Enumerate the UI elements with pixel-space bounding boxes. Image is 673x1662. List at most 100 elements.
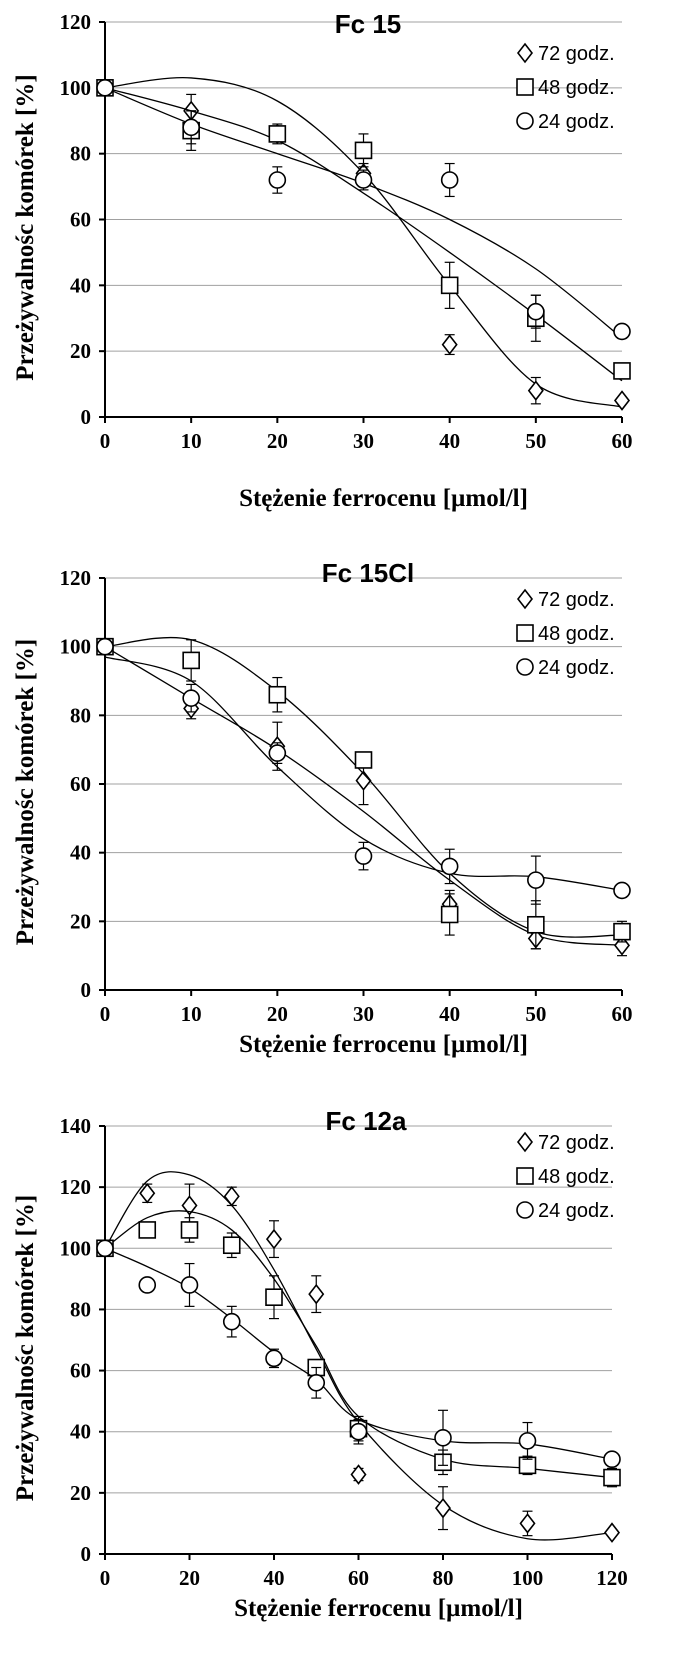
x-tick-label: 120 [596,1566,628,1590]
data-point [613,322,631,341]
data-point [613,881,631,900]
y-tick-label: 60 [70,772,91,796]
legend-label: 48 godz. [538,623,615,645]
data-point [354,751,373,769]
legend-marker-circle [516,658,534,676]
y-axis-title: Przeżywalnośc komórek [%] [12,1195,39,1501]
x-tick-label: 80 [433,1566,454,1590]
data-point [268,171,287,189]
y-tick-label: 40 [70,841,91,865]
data-point [440,276,459,295]
y-tick-label: 80 [70,1297,91,1321]
y-tick-label: 80 [70,703,91,727]
data-point [181,1195,198,1216]
legend-label: 48 godz. [538,77,615,99]
x-tick-label: 40 [439,1002,460,1026]
x-tick-label: 20 [179,1566,200,1590]
series-72-godz- [96,1171,621,1543]
data-point [182,651,200,670]
legend-label: 24 godz. [538,1200,615,1222]
data-point [527,871,545,889]
data-point [265,1228,283,1250]
data-point [527,380,544,401]
y-tick-label: 40 [70,1420,91,1444]
data-point [180,1276,199,1294]
trend-line [104,1247,613,1460]
legend-label: 24 godz. [538,111,615,133]
data-point [527,302,545,321]
x-tick-label: 30 [353,429,374,453]
data-point [350,1464,367,1485]
y-tick-label: 0 [81,405,92,429]
x-tick-label: 30 [353,1002,374,1026]
y-tick-label: 120 [60,1175,92,1199]
legend-label: 48 godz. [538,1166,615,1188]
data-point [96,637,114,656]
y-axis-title: Przeżywalnośc komórek [%] [12,639,39,945]
data-point [613,390,631,411]
data-point [268,685,287,704]
y-tick-label: 0 [81,1542,92,1566]
data-point [613,922,631,941]
chart-1: 0 20 40 60 80 100 120 0 10 20 30 40 50 60 Stężenie fer… [12,9,633,512]
y-tick-label: 40 [70,273,91,297]
data-point [96,79,114,97]
data-point [268,125,287,143]
data-point [180,1221,199,1239]
y-tick-label: 0 [81,978,92,1002]
y-tick-label: 100 [60,635,92,659]
data-point [138,1221,157,1239]
data-point [441,334,458,355]
x-tick-label: 60 [612,1002,633,1026]
y-tick-label: 60 [70,1359,91,1383]
chart-title: Fc 15Cl [322,558,415,588]
x-tick-label: 60 [348,1566,369,1590]
data-point [222,1236,241,1255]
legend-marker-diamond [516,1131,534,1153]
legend-marker-square [516,1167,534,1185]
data-point [613,362,631,380]
y-tick-label: 20 [70,909,91,933]
legend: 72 godz. 48 godz. 24 godz. [516,42,615,133]
legend-marker-circle [516,112,534,130]
x-tick-label: 20 [267,1002,288,1026]
legend-marker-square [516,78,534,96]
y-tick-label: 60 [70,208,91,232]
data-point [434,1497,452,1519]
x-axis-title: Stężenie ferrocenu [µmol/l] [239,1031,528,1058]
y-tick-label: 80 [70,142,91,166]
legend-label: 24 godz. [538,657,615,679]
series-24-godz- [96,637,631,905]
legend: 72 godz. 48 godz. 24 godz. [516,588,615,679]
data-point [354,171,373,189]
data-point [434,1429,452,1447]
x-tick-label: 50 [525,1002,546,1026]
data-point [527,915,545,934]
data-point [138,1276,157,1294]
x-axis-title: Stężenie ferrocenu [µmol/l] [234,1595,523,1622]
y-tick-label: 120 [60,10,92,34]
x-tick-label: 40 [439,429,460,453]
legend-marker-diamond [516,42,534,64]
legend-marker-square [516,624,534,642]
x-tick-label: 60 [612,429,633,453]
x-tick-label: 40 [264,1566,285,1590]
data-point [440,905,459,924]
data-point [603,1450,621,1469]
data-point [265,1349,283,1368]
y-tick-label: 100 [60,76,92,100]
series-24-godz- [96,79,631,341]
chart-title: Fc 15 [335,9,402,39]
data-point [182,118,200,137]
y-tick-label: 120 [60,566,92,590]
x-tick-label: 0 [100,1566,111,1590]
legend-label: 72 godz. [538,589,615,611]
x-tick-label: 0 [100,1002,111,1026]
data-point [603,1522,621,1543]
chart-3: 0 20 40 60 80 100 120 140 0 20 40 60 80 100 120 Stężeni… [12,1106,628,1622]
data-point [96,1239,114,1258]
x-tick-label: 50 [525,429,546,453]
data-point [307,1374,326,1392]
data-point [349,1422,368,1441]
